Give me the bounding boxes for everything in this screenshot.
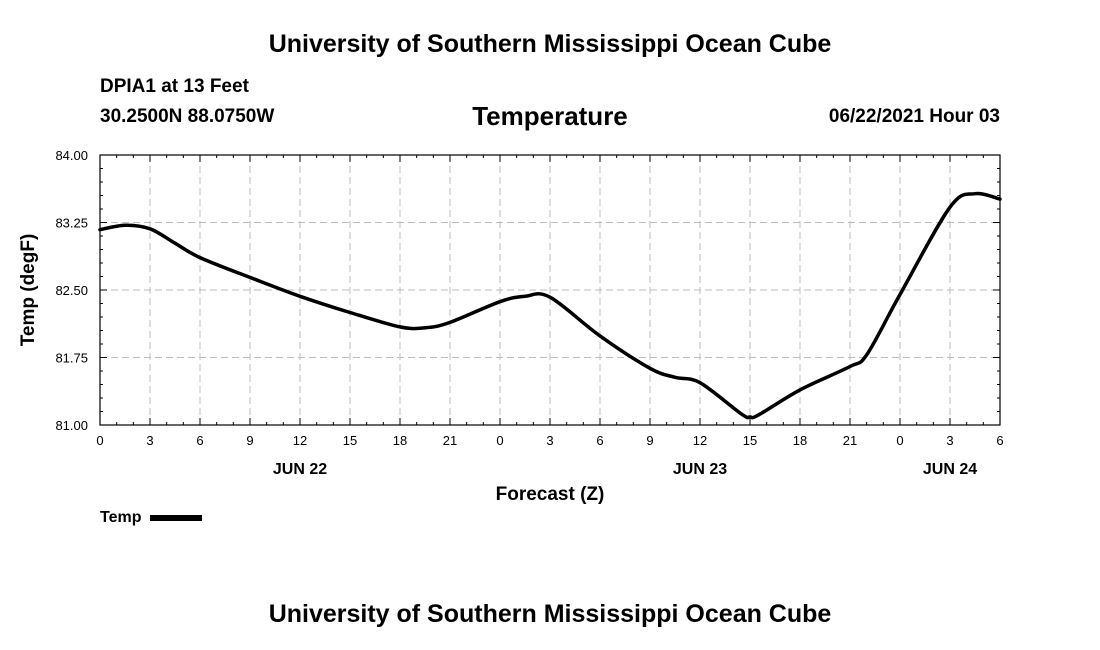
legend-swatch-temp [150, 515, 203, 521]
data-point-temp [998, 197, 1002, 201]
data-point-temp [740, 413, 743, 416]
data-point-temp [348, 311, 352, 314]
x-axis-label: Forecast (Z) [496, 484, 605, 505]
x-tick-label: 0 [96, 433, 103, 448]
x-tick-label: 12 [693, 433, 707, 448]
legend-label-temp: Temp [100, 509, 142, 526]
data-point-temp [198, 256, 202, 259]
y-tick-label: 83.25 [55, 216, 88, 231]
data-point-temp [498, 300, 502, 303]
data-point-temp [98, 228, 102, 231]
x-tick-label: 0 [496, 433, 503, 448]
data-point-temp [523, 295, 527, 298]
x-tick-label: 0 [896, 433, 903, 448]
forecast-datetime: 06/22/2021 Hour 03 [828, 106, 1000, 127]
data-point-temp [748, 415, 752, 419]
legend: Temp [100, 509, 203, 527]
x-tick-label: 18 [393, 433, 407, 448]
x-tick-label: 6 [596, 433, 603, 448]
data-point-temp [973, 192, 977, 195]
series-layer [98, 191, 1002, 420]
y-axis-label: Temp (degF) [18, 234, 39, 347]
axis-ticks [99, 154, 1001, 426]
x-tick-label: 12 [293, 433, 307, 448]
x-tick-label: 6 [196, 433, 203, 448]
data-point-temp [173, 242, 177, 245]
data-point-temp [673, 376, 677, 379]
header-title-bottom: University of Southern Mississippi Ocean… [268, 600, 832, 628]
x-tick-label: 9 [246, 433, 253, 448]
data-point-temp [448, 321, 452, 324]
y-tick-label: 81.00 [55, 418, 88, 433]
data-point-temp [398, 325, 402, 329]
data-point-temp [598, 334, 602, 338]
x-tick-label: 9 [646, 433, 653, 448]
data-point-temp [123, 224, 127, 227]
data-point-temp [423, 326, 427, 329]
y-tick-label: 84.00 [55, 148, 88, 163]
x-tick-label: 3 [546, 433, 553, 448]
day-label: JUN 24 [923, 461, 977, 478]
tick-labels: 0 3 6 9 12 15 18 21 0 3 6 9 12 15 18 21 0 3 6 81.00 81.75 82.… [55, 148, 1003, 478]
x-tick-label: 3 [946, 433, 953, 448]
station-name: DPIA1 at 13 Feet [100, 76, 249, 97]
data-point-temp [298, 295, 302, 298]
header-title-top: University of Southern Mississippi Ocean… [268, 30, 832, 58]
data-point-temp [248, 276, 252, 279]
x-tick-label: 3 [146, 433, 153, 448]
x-tick-label: 21 [443, 433, 457, 448]
grid [100, 155, 1000, 425]
data-point-temp [648, 367, 652, 370]
data-point-temp [698, 381, 702, 384]
series-line-temp [98, 191, 1002, 420]
data-point-temp [798, 388, 802, 392]
y-tick-label: 81.75 [55, 351, 88, 366]
data-point-temp [757, 413, 760, 417]
data-point-temp [848, 365, 852, 368]
x-tick-label: 15 [343, 433, 357, 448]
x-tick-label: 15 [743, 433, 757, 448]
day-label: JUN 22 [273, 461, 327, 478]
data-point-temp [865, 353, 868, 356]
data-point-temp [548, 296, 552, 299]
x-tick-label: 18 [793, 433, 807, 448]
data-point-temp [898, 293, 902, 296]
chart-title: Temperature [472, 101, 628, 131]
y-tick-label: 82.50 [55, 283, 88, 298]
data-point-temp [948, 206, 952, 209]
day-label: JUN 23 [673, 461, 727, 478]
x-tick-label: 21 [843, 433, 857, 448]
station-coordinates: 30.2500N 88.0750W [100, 106, 275, 127]
x-tick-label: 6 [996, 433, 1003, 448]
data-point-temp [148, 227, 152, 230]
